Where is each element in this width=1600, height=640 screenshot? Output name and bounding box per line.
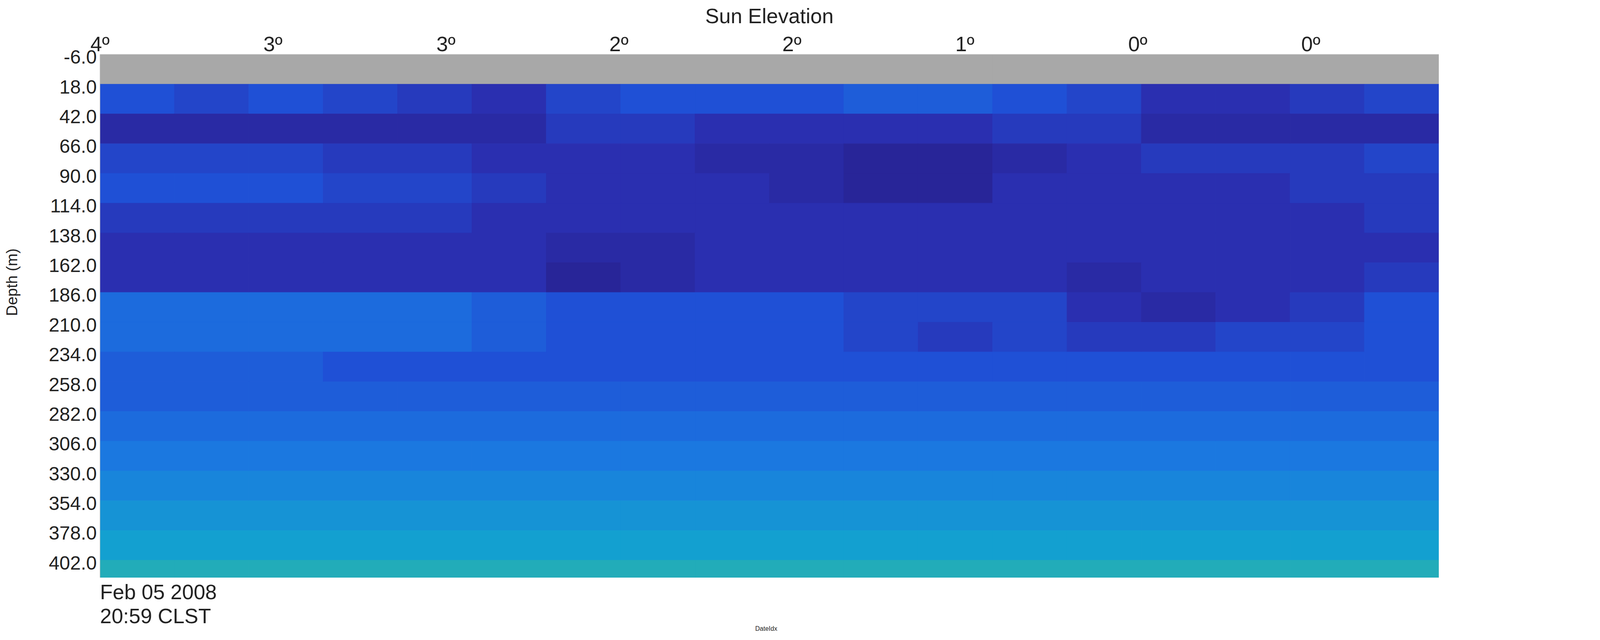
- svg-text:2º: 2º: [609, 32, 629, 56]
- svg-text:258.0: 258.0: [48, 374, 97, 396]
- svg-text:90.0: 90.0: [59, 165, 97, 187]
- svg-text:0º: 0º: [1301, 32, 1321, 56]
- svg-text:306.0: 306.0: [48, 433, 97, 455]
- svg-text:Depth (m): Depth (m): [3, 248, 21, 316]
- html-text:Feb 05 2008: Feb 05 2008: [100, 580, 217, 604]
- svg-text:234.0: 234.0: [48, 344, 97, 366]
- svg-text:2º: 2º: [782, 32, 802, 56]
- svg-text:330.0: 330.0: [48, 463, 97, 485]
- svg-text:3º: 3º: [436, 32, 456, 56]
- svg-text:138.0: 138.0: [48, 225, 97, 247]
- svg-text:282.0: 282.0: [48, 403, 97, 425]
- svg-text:114.0: 114.0: [50, 195, 97, 217]
- svg-text:66.0: 66.0: [59, 135, 97, 157]
- html-text:20:59 CLST: 20:59 CLST: [100, 604, 211, 628]
- svg-text:42.0: 42.0: [59, 106, 97, 128]
- svg-text:1º: 1º: [955, 32, 975, 56]
- svg-text:4º: 4º: [90, 32, 110, 56]
- svg-text:210.0: 210.0: [48, 314, 97, 336]
- html-text:DateIdx: DateIdx: [755, 625, 778, 632]
- svg-text:3º: 3º: [263, 32, 283, 56]
- svg-text:-6.0: -6.0: [63, 46, 97, 68]
- svg-text:378.0: 378.0: [48, 522, 97, 544]
- svg-text:402.0: 402.0: [48, 552, 97, 574]
- svg-text:Sun Elevation: Sun Elevation: [705, 4, 834, 28]
- svg-text:354.0: 354.0: [48, 492, 97, 514]
- svg-text:186.0: 186.0: [48, 284, 97, 306]
- svg-text:18.0: 18.0: [59, 76, 97, 98]
- svg-text:0º: 0º: [1128, 32, 1148, 56]
- svg-text:162.0: 162.0: [48, 254, 97, 276]
